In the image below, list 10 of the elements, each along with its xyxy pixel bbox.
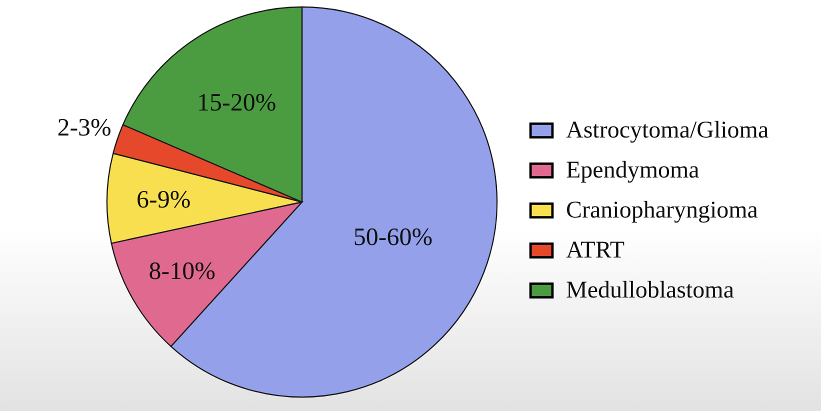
legend-label: Craniopharyngioma [566, 198, 758, 224]
legend-label: ATRT [566, 238, 625, 264]
legend-label: Astrocytoma/Glioma [566, 118, 769, 144]
data-label: 8-10% [148, 258, 216, 286]
legend-label: Medulloblastoma [566, 278, 734, 304]
data-label: 6-9% [136, 186, 191, 214]
data-label: 2-3% [57, 114, 112, 142]
data-label: 50-60% [353, 224, 433, 252]
legend-label: Ependymoma [566, 158, 700, 184]
data-label: 15-20% [197, 90, 276, 117]
